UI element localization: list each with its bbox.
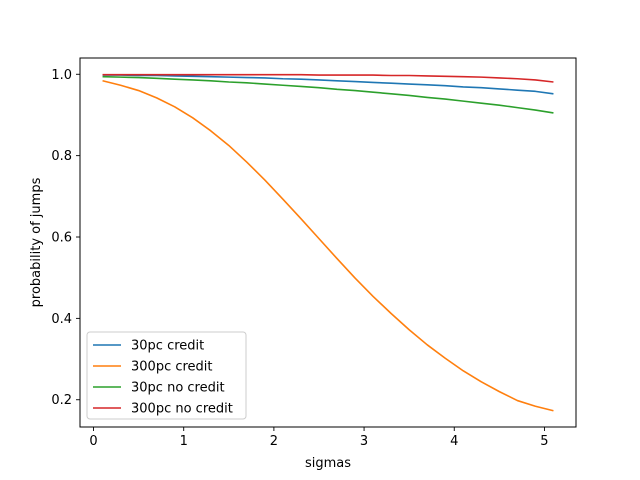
y-tick-label: 1.0 bbox=[51, 68, 72, 83]
series-line-1 bbox=[102, 80, 554, 412]
x-tick-label: 3 bbox=[360, 434, 368, 449]
legend-label: 300pc credit bbox=[131, 360, 213, 375]
legend-box bbox=[86, 331, 247, 420]
y-axis: 0.2 0.4 0.6 0.8 1.0 bbox=[51, 68, 80, 408]
x-axis-label: sigmas bbox=[305, 456, 351, 471]
legend-label: 30pc no credit bbox=[131, 381, 225, 396]
series-lines bbox=[102, 73, 554, 412]
y-tick-label: 0.6 bbox=[51, 231, 72, 246]
x-axis: 0 1 2 3 4 5 bbox=[89, 427, 549, 449]
plot-frame bbox=[79, 57, 577, 428]
x-tick-label: 1 bbox=[180, 434, 188, 449]
legend-label: 300pc no credit bbox=[131, 402, 233, 417]
x-tick-label: 2 bbox=[270, 434, 278, 449]
y-tick-label: 0.4 bbox=[51, 312, 72, 327]
series-line-0 bbox=[102, 74, 554, 95]
x-tick-label: 5 bbox=[540, 434, 548, 449]
series-line-3 bbox=[102, 73, 554, 83]
x-tick-label: 0 bbox=[89, 434, 97, 449]
legend-label: 30pc credit bbox=[131, 339, 204, 354]
series-line-2 bbox=[102, 75, 554, 114]
legend: 30pc credit 300pc credit 30pc no credit 300… bbox=[86, 331, 247, 420]
x-tick-label: 4 bbox=[450, 434, 458, 449]
y-tick-label: 0.8 bbox=[51, 149, 72, 164]
y-tick-label: 0.2 bbox=[51, 393, 72, 408]
y-axis-label: probability of jumps bbox=[29, 177, 44, 307]
